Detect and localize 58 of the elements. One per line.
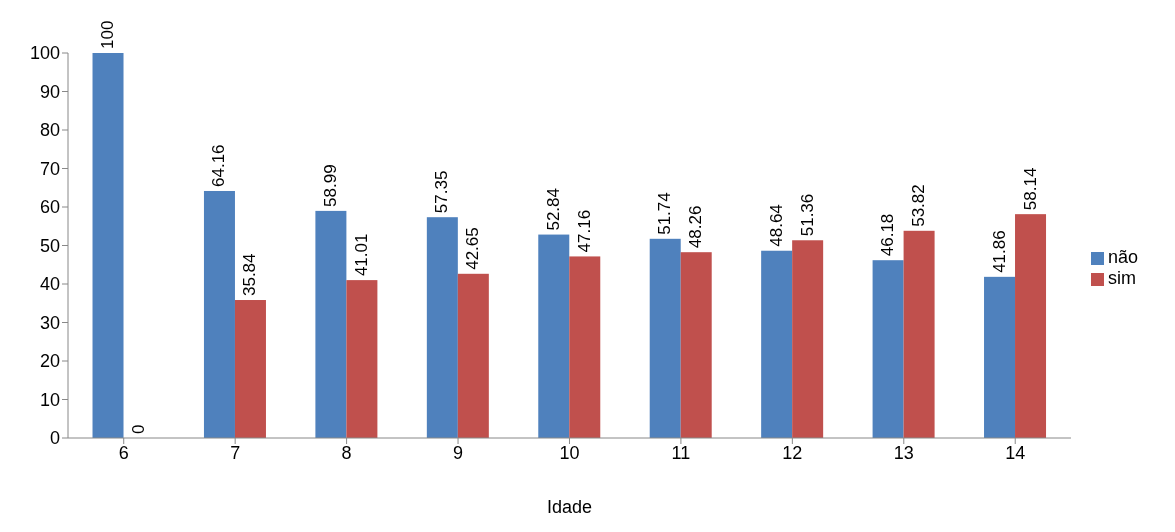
x-tick-label: 13: [893, 442, 914, 463]
y-tick-label: 70: [39, 158, 60, 179]
data-label: 53.82: [909, 184, 929, 227]
bar: [792, 240, 824, 438]
y-tick-label: 20: [39, 351, 60, 372]
y-tick-label: 60: [39, 197, 60, 218]
bar: [92, 53, 124, 438]
x-tick-label: 14: [1005, 442, 1026, 463]
data-label: 52.84: [543, 188, 563, 231]
data-label: 46.18: [878, 213, 898, 257]
y-tick-label: 10: [39, 389, 60, 410]
x-tick-label: 11: [671, 442, 691, 463]
y-tick-label: 40: [39, 274, 60, 295]
data-label: 41.01: [351, 233, 371, 277]
bar: [649, 238, 681, 438]
x-tick-label: 10: [559, 442, 580, 463]
data-label: 51.36: [797, 193, 817, 237]
data-label: 64.16: [209, 144, 229, 187]
bar: [234, 300, 266, 438]
bar: [984, 276, 1016, 438]
data-label: 51.74: [655, 192, 675, 235]
x-tick-label: 12: [782, 442, 803, 463]
x-tick-label: 7: [230, 442, 241, 463]
x-tick-label: 6: [118, 442, 129, 463]
data-label: 41.86: [989, 230, 1009, 273]
x-tick-label: 9: [453, 442, 464, 463]
bar: [203, 190, 235, 438]
data-label: 58.14: [1020, 167, 1040, 211]
bar: [1015, 214, 1047, 438]
bar: [538, 234, 570, 438]
y-tick-label: 30: [39, 312, 60, 333]
bar: [761, 250, 793, 438]
bar: [426, 217, 458, 438]
y-tick-label: 90: [39, 81, 60, 102]
bar: [903, 230, 935, 438]
data-label: 47.16: [574, 209, 594, 253]
bar: [872, 260, 904, 438]
legend-label: não: [1107, 247, 1138, 267]
bar: [346, 280, 378, 438]
bar: [680, 252, 712, 438]
y-tick-label: 50: [39, 235, 60, 256]
y-tick-label: 80: [39, 120, 60, 141]
data-label: 48.64: [766, 204, 786, 247]
x-axis-title: Idade: [546, 497, 592, 517]
y-tick-label: 100: [29, 43, 60, 64]
bar: [315, 210, 347, 438]
bar: [457, 273, 489, 438]
data-label: 35.84: [240, 253, 260, 297]
y-tick-label: 0: [49, 428, 60, 449]
bar: [569, 256, 601, 438]
data-label: 100: [98, 20, 118, 49]
data-label: 42.65: [463, 227, 483, 270]
data-label: 58.99: [320, 164, 340, 207]
x-tick-label: 8: [341, 442, 352, 463]
data-label: 48.26: [686, 205, 706, 249]
data-label: 0: [129, 424, 149, 434]
legend-label: sim: [1107, 268, 1136, 288]
data-label: 57.35: [432, 170, 452, 214]
